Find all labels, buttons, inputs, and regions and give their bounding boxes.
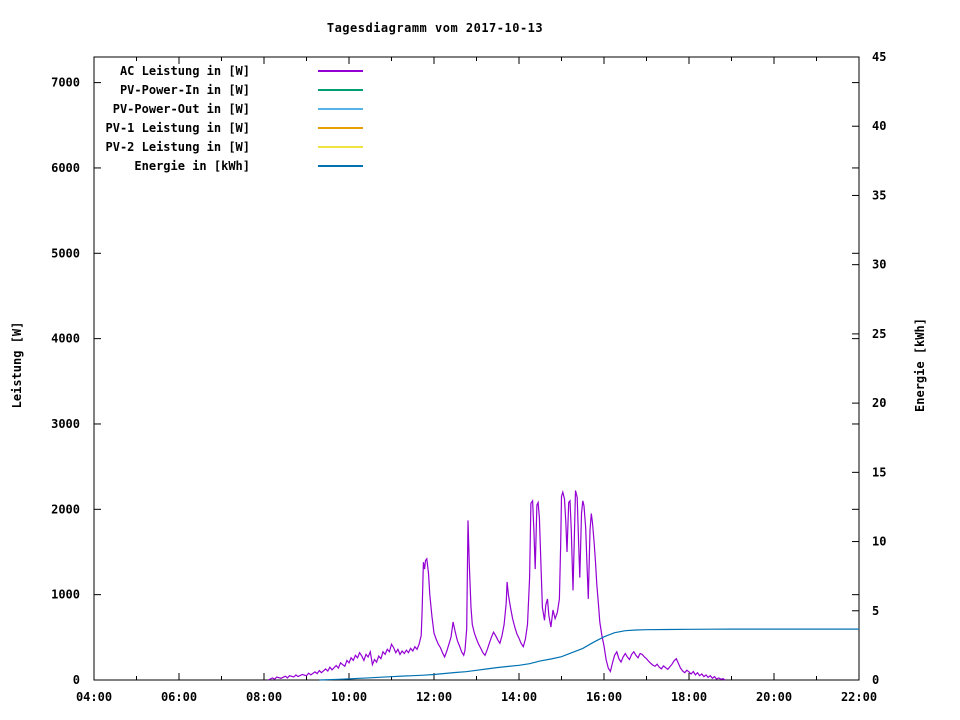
x-tick-label: 06:00 [161, 690, 197, 704]
y-tick-label: 6000 [51, 161, 80, 175]
y2-tick-label: 40 [872, 119, 886, 133]
legend-label: PV-2 Leistung in [W] [105, 139, 251, 154]
legend-label: PV-Power-Out in [W] [112, 101, 250, 116]
legend-entry-ac_leistung: AC Leistung in [W] [90, 61, 363, 80]
legend-label: PV-Power-In in [W] [119, 82, 250, 97]
y2-tick-label: 35 [872, 188, 886, 202]
legend-line-swatch [318, 69, 363, 72]
x-tick-label: 08:00 [246, 690, 282, 704]
legend-line-swatch [318, 88, 363, 91]
x-tick-label: 14:00 [501, 690, 537, 704]
y2-tick-label: 25 [872, 327, 886, 341]
y-tick-label: 4000 [51, 332, 80, 346]
y-tick-label: 3000 [51, 417, 80, 431]
x-tick-label: 20:00 [756, 690, 792, 704]
legend-entry-pv1_leistung: PV-1 Leistung in [W] [90, 118, 363, 137]
y2-tick-label: 15 [872, 465, 886, 479]
x-tick-label: 16:00 [586, 690, 622, 704]
y2-tick-label: 30 [872, 258, 886, 272]
x-axis-ticks: 04:00 06:00 08:00 10:00 12:00 14:00 16:00 18:00… [76, 57, 877, 704]
chart-legend: AC Leistung in [W] PV-Power-In in [W] PV-P… [90, 61, 363, 175]
chart-title: Tagesdiagramm vom 2017-10-13 [326, 21, 544, 35]
x-tick-label: 18:00 [671, 690, 707, 704]
legend-line-swatch [318, 126, 363, 129]
y-tick-label: 7000 [51, 76, 80, 90]
legend-entry-pv2_leistung: PV-2 Leistung in [W] [90, 137, 363, 156]
series-line-energie [319, 628, 859, 681]
legend-label: AC Leistung in [W] [119, 63, 250, 78]
series-lines [268, 489, 859, 681]
y-tick-label: 5000 [51, 246, 80, 260]
y2-axis-ticks: 0 5 10 15 20 25 30 35 40 45 [852, 50, 886, 687]
y2-tick-label: 20 [872, 396, 886, 410]
legend-line-swatch [318, 107, 363, 110]
series-line-ac_leistung [268, 489, 726, 681]
legend-label: PV-1 Leistung in [W] [105, 120, 251, 135]
legend-entry-pv_power_in: PV-Power-In in [W] [90, 80, 363, 99]
y-axis-ticks: 0 1000 2000 3000 4000 5000 6000 7000 [51, 76, 859, 687]
x-tick-label: 10:00 [331, 690, 367, 704]
y-tick-label: 1000 [51, 588, 80, 602]
legend-entry-energie: Energie in [kWh] [90, 156, 363, 175]
x-tick-label: 04:00 [76, 690, 112, 704]
legend-line-swatch [318, 145, 363, 148]
y2-tick-label: 5 [872, 604, 879, 618]
x-tick-label: 22:00 [841, 690, 877, 704]
y2-tick-label: 45 [872, 50, 886, 64]
y2-tick-label: 10 [872, 535, 886, 549]
legend-label: Energie in [kWh] [134, 158, 250, 173]
legend-line-swatch [318, 164, 363, 167]
legend-entry-pv_power_out: PV-Power-Out in [W] [90, 99, 363, 118]
y-tick-label: 0 [73, 673, 80, 687]
y-tick-label: 2000 [51, 502, 80, 516]
y2-tick-label: 0 [872, 673, 879, 687]
x-tick-label: 12:00 [416, 690, 452, 704]
